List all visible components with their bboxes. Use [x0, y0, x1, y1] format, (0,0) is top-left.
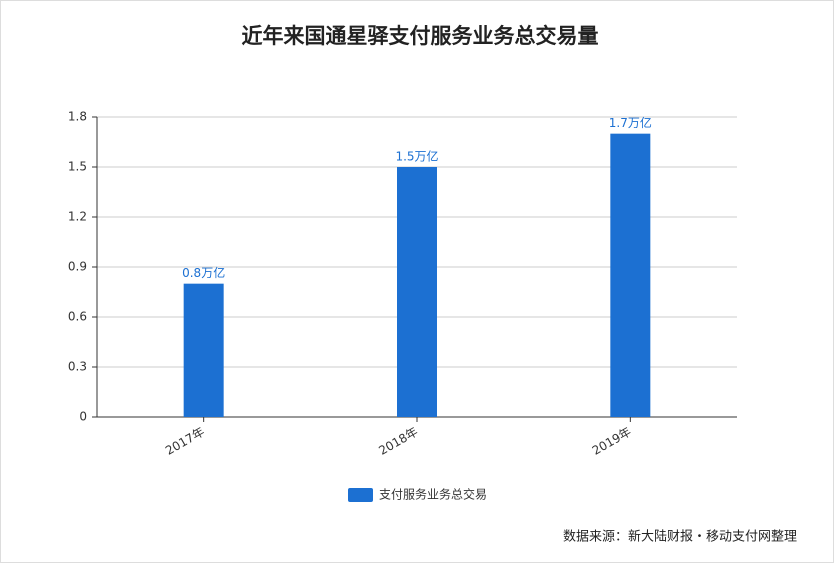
bar — [610, 133, 651, 417]
value-label: 0.8万亿 — [182, 265, 225, 280]
y-tick-label: 0.6 — [68, 310, 87, 324]
value-label: 1.5万亿 — [395, 149, 438, 164]
y-tick-label: 0.9 — [68, 260, 87, 274]
source-note: 数据来源：新大陆财报・移动支付网整理 — [563, 529, 797, 545]
y-tick-label: 1.2 — [68, 210, 87, 224]
y-tick-label: 0.3 — [68, 360, 87, 374]
y-tick-label: 1.8 — [68, 110, 87, 124]
y-tick-label: 1.5 — [68, 160, 87, 174]
chart-title: 近年来国通星驿支付服务业务总交易量 — [242, 24, 599, 48]
bar — [183, 283, 224, 417]
legend-swatch — [348, 488, 373, 502]
bar — [397, 167, 437, 417]
value-label: 1.7万亿 — [609, 115, 652, 130]
y-tick-label: 0 — [79, 410, 87, 424]
legend-label: 支付服务业务总交易 — [379, 487, 487, 502]
